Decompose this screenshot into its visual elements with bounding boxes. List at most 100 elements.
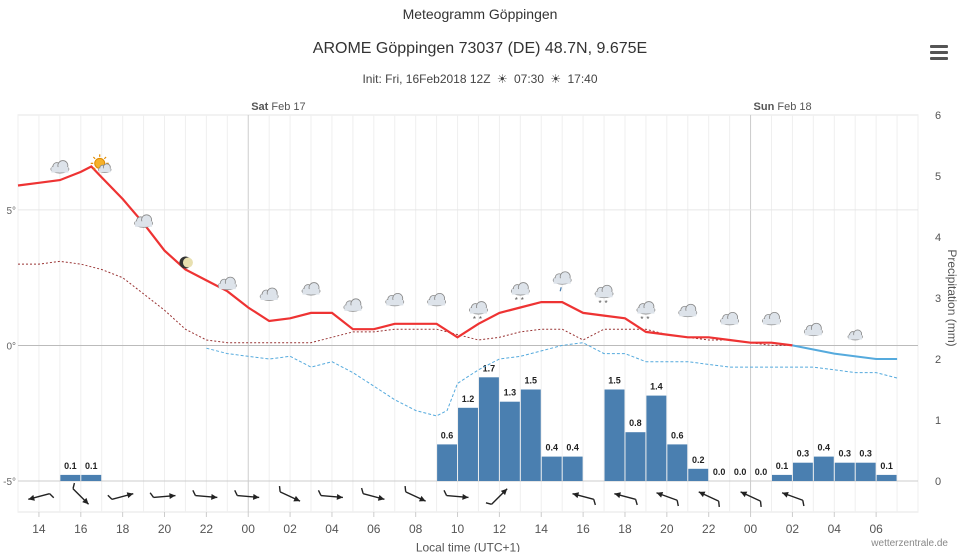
cloud-icon [134, 214, 153, 228]
precipitation-bar [688, 468, 709, 481]
precipitation-bar [855, 462, 876, 481]
temperature-forecast-line [792, 344, 898, 360]
cloud-fill [804, 329, 822, 336]
wind-arrow-barb [802, 500, 805, 507]
wind-arrow-barb [234, 489, 238, 496]
wind-arrow-barb [676, 500, 679, 507]
cloud-fill [553, 278, 571, 284]
wind-arrow [107, 492, 134, 501]
y-right-tick-label: 1 [935, 415, 941, 427]
sunrise-time: 07:30 [514, 72, 545, 86]
precipitation-label: 1.5 [608, 376, 621, 386]
cloud-fill [679, 310, 697, 317]
rain-drop [559, 287, 562, 292]
wind-arrow-head [252, 493, 260, 500]
cloud-icon [385, 293, 405, 307]
wind-arrow [317, 489, 343, 500]
precipitation-bar [771, 474, 792, 481]
y-left-tick-label: 5° [6, 206, 16, 217]
hamburger-menu-icon[interactable] [930, 45, 948, 61]
cloud-snow-icon: * * [594, 284, 614, 308]
precipitation-bar [478, 377, 499, 481]
snow-flake: * [515, 296, 518, 305]
wind-arrow-barb [404, 485, 407, 492]
wind-arrow [28, 492, 55, 501]
precipitation-label: 0.8 [629, 418, 642, 428]
wind-arrow [278, 485, 301, 502]
wind-arrow-barb [192, 489, 197, 496]
precipitation-label: 0.6 [441, 430, 454, 440]
wind-arrow-head [740, 491, 748, 498]
cloud-fill [386, 299, 404, 306]
wind-arrow-head [418, 495, 426, 502]
wind-arrow-barb [72, 482, 76, 489]
wind-arrow-head [126, 492, 134, 499]
cloud-fill [98, 168, 111, 173]
sun-ray [92, 167, 96, 171]
cloud-icon [343, 298, 363, 312]
precipitation-bar [792, 462, 813, 481]
precipitation-label: 0.4 [818, 443, 831, 453]
precipitation-bar [625, 432, 646, 481]
x-tick-label: 08 [409, 522, 423, 536]
wind-arrow-barb [443, 489, 448, 496]
cloud-rain-icon [552, 271, 572, 292]
sun-ray [103, 156, 107, 160]
precipitation-label: 0.1 [776, 461, 789, 471]
precipitation-bar [520, 389, 541, 481]
y-right-tick-label: 6 [935, 110, 941, 122]
cloud-snow-icon: * * [469, 301, 488, 324]
precipitation-label: 0.0 [734, 467, 747, 477]
wind-arrow [485, 488, 508, 505]
precipitation-bar [458, 407, 478, 481]
x-tick-label: 14 [32, 522, 46, 536]
wind-arrow-head [656, 491, 664, 498]
wind-arrow [740, 491, 762, 508]
y-left-tick-label: 0° [6, 341, 16, 352]
x-tick-label: 00 [242, 522, 256, 536]
precipitation-label: 0.3 [797, 449, 810, 459]
wind-arrow [572, 492, 597, 506]
init-text: Init: Fri, 16Feb2018 12Z [362, 72, 491, 86]
dewpoint-forecast-line [206, 342, 898, 417]
sun-ray [92, 156, 96, 160]
wind-arrow-barb [634, 499, 638, 506]
day-label: Sun Feb 18 [754, 101, 812, 113]
wind-arrow-barb [759, 501, 762, 508]
precipitation-label: 1.3 [504, 388, 517, 398]
wind-arrow-barb [485, 502, 492, 505]
wind-arrow-barb [317, 489, 322, 496]
wind-arrow [656, 491, 679, 507]
cloud-fill [218, 283, 236, 290]
snow-flake: * [646, 315, 649, 324]
snow-flake: * [521, 296, 524, 305]
sunrise-icon: ☀ [496, 72, 508, 86]
sunset-icon: ☀ [550, 72, 562, 86]
cloud-fill [721, 318, 739, 325]
x-tick-label: 02 [283, 522, 297, 536]
wind-arrow-head [614, 492, 621, 499]
wind-arrow-barb [49, 493, 55, 499]
snow-flake: * [479, 315, 482, 324]
wind-arrow-head [782, 491, 789, 498]
x-tick-label: 22 [200, 522, 214, 536]
precipitation-label: 0.1 [64, 461, 77, 471]
precipitation-bar [60, 474, 81, 481]
precipitation-label: 1.5 [525, 376, 538, 386]
moon-shape [182, 257, 193, 268]
cloud-icon [259, 287, 279, 301]
cloud-fill [511, 289, 529, 295]
precipitation-bar [813, 456, 834, 481]
x-tick-label: 16 [576, 522, 590, 536]
wind-arrow-barb [593, 499, 597, 506]
day-label: Sat Feb 17 [251, 101, 305, 113]
cloud-fill [135, 221, 153, 227]
precipitation-bar [562, 456, 583, 481]
cloud-icon [678, 303, 698, 318]
cloud-icon [803, 322, 823, 337]
x-tick-label: 04 [828, 522, 842, 536]
wind-arrow-head [336, 493, 343, 500]
x-tick-label: 16 [74, 522, 88, 536]
precipitation-label: 0.0 [713, 467, 726, 477]
